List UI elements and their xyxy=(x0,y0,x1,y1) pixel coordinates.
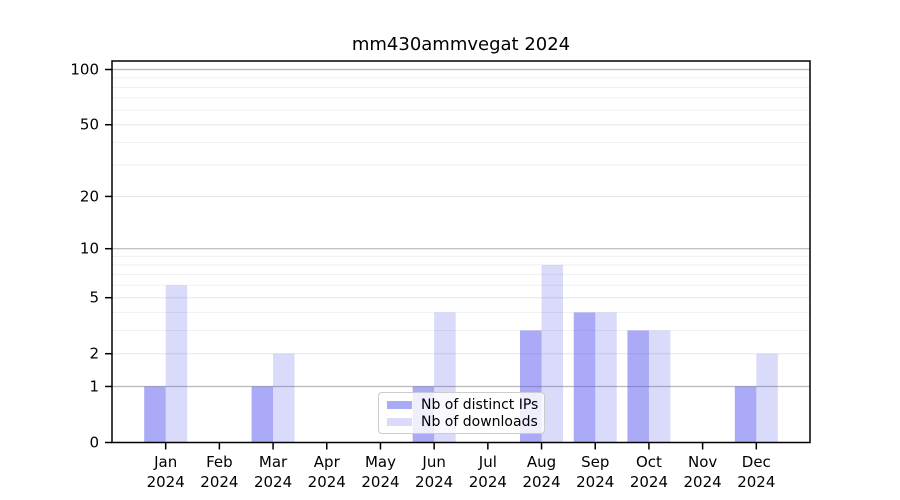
bar-distinct-ips-sep xyxy=(573,312,596,443)
x-tick-label-month: Feb xyxy=(206,453,233,471)
x-tick-label-month: Aug xyxy=(527,453,556,471)
bar-distinct-ips-oct xyxy=(627,330,649,443)
x-tick-label-month: Mar xyxy=(259,453,288,471)
chart-title: mm430ammvegat 2024 xyxy=(351,34,571,55)
distinct-ips-swatch-icon xyxy=(387,400,412,409)
x-tick-label-month: Jun xyxy=(421,453,445,471)
bar-downloads-dec xyxy=(756,353,778,443)
bar-distinct-ips-dec xyxy=(734,386,757,443)
y-tick-label: 50 xyxy=(80,116,99,134)
x-tick-label-month: Jul xyxy=(478,453,497,471)
x-tick-label-year: 2024 xyxy=(147,473,185,491)
x-tick-label-month: Nov xyxy=(688,453,717,471)
y-tick-label: 0 xyxy=(89,434,99,452)
y-tick-label: 10 xyxy=(80,240,99,258)
y-tick-label: 100 xyxy=(70,61,99,79)
x-tick-label-year: 2024 xyxy=(576,473,614,491)
x-tick-label-year: 2024 xyxy=(522,473,560,491)
y-tick-label: 5 xyxy=(89,289,99,307)
x-tick-label-month: Oct xyxy=(636,453,662,471)
x-tick-label-year: 2024 xyxy=(630,473,668,491)
x-tick-label-year: 2024 xyxy=(254,473,292,491)
x-tick-label-month: Apr xyxy=(314,453,341,471)
y-tick-label: 1 xyxy=(89,377,99,395)
bar-downloads-oct xyxy=(648,330,671,443)
x-tick-label-year: 2024 xyxy=(361,473,399,491)
x-tick-label-month: May xyxy=(365,453,396,471)
downloads-swatch-icon xyxy=(387,417,412,426)
y-tick-label: 20 xyxy=(80,187,99,205)
legend-row-downloads: Nb of downloads xyxy=(387,413,538,430)
x-tick-label-year: 2024 xyxy=(684,473,722,491)
x-tick-label-month: Jan xyxy=(153,453,177,471)
x-tick-label-month: Sep xyxy=(581,453,609,471)
legend-row-distinct-ips: Nb of distinct IPs xyxy=(387,396,539,413)
bar-downloads-sep xyxy=(595,312,617,443)
bar-downloads-aug xyxy=(541,264,564,443)
legend-label-downloads: Nb of downloads xyxy=(421,413,538,430)
bar-downloads-jan xyxy=(165,285,188,443)
bar-distinct-ips-jan xyxy=(144,386,166,443)
legend-label-distinct-ips: Nb of distinct IPs xyxy=(421,396,539,413)
x-tick-label-year: 2024 xyxy=(415,473,453,491)
x-tick-label-year: 2024 xyxy=(200,473,238,491)
plot-border xyxy=(111,60,811,444)
chart-legend: Nb of distinct IPs Nb of downloads xyxy=(378,392,545,434)
bar-distinct-ips-mar xyxy=(251,386,274,443)
x-tick-label-month: Dec xyxy=(742,453,771,471)
x-tick-label-year: 2024 xyxy=(308,473,346,491)
bar-downloads-mar xyxy=(273,353,295,443)
x-tick-label-year: 2024 xyxy=(737,473,775,491)
x-tick-label-year: 2024 xyxy=(469,473,507,491)
y-tick-label: 2 xyxy=(89,345,99,363)
